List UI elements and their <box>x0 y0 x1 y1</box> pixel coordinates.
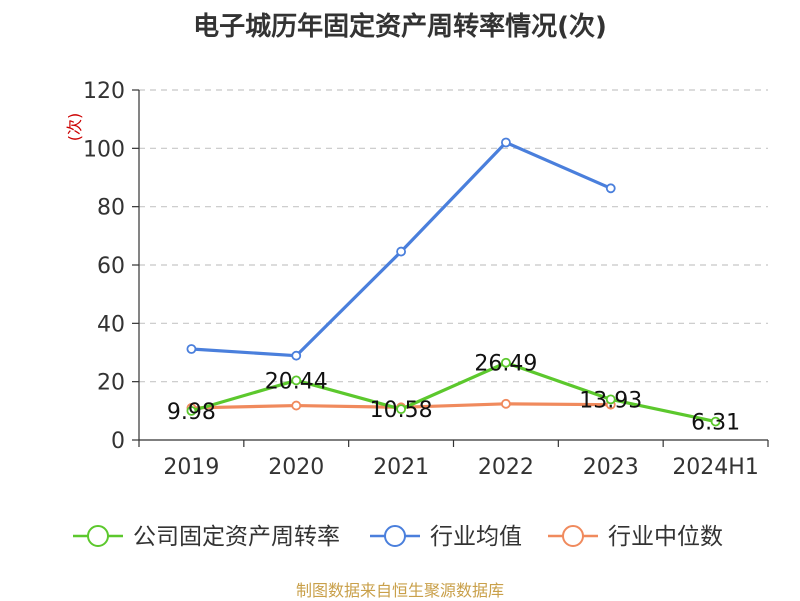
y-tick-label: 40 <box>97 312 125 337</box>
series-0 <box>186 357 721 427</box>
data-point <box>501 398 511 409</box>
source-note: 制图数据来自恒生聚源数据库 <box>295 581 504 600</box>
x-tick-label: 2020 <box>268 455 324 480</box>
legend: 公司固定资产周转率 行业均值 行业中位数 <box>73 524 723 550</box>
chart-title: 电子城历年固定资产周转率情况(次) <box>193 12 607 42</box>
data-point <box>605 183 616 194</box>
y-tick-label: 60 <box>97 254 125 279</box>
x-tick-label: 2022 <box>478 455 534 480</box>
data-point <box>501 357 511 368</box>
legend-item: 公司固定资产周转率 <box>73 524 340 550</box>
legend-marker <box>562 525 584 547</box>
data-label: 9.98 <box>167 400 216 425</box>
data-label: 26.49 <box>474 352 537 377</box>
y-tick-label: 20 <box>97 371 125 396</box>
series-1 <box>186 137 616 361</box>
data-point <box>396 404 406 415</box>
data-label: 10.58 <box>370 398 433 423</box>
legend-item: 行业中位数 <box>548 524 723 550</box>
series-line <box>190 361 716 424</box>
data-labels: 9.98 20.44 10.58 26.49 13.93 6.31 <box>167 352 740 436</box>
x-tick-label: 2019 <box>163 455 219 480</box>
legend-marker <box>384 525 406 547</box>
legend-item: 行业均值 <box>370 524 522 550</box>
data-point <box>186 405 197 416</box>
legend-marker <box>87 525 109 547</box>
y-tick-label: 100 <box>83 137 125 162</box>
legend-label: 行业均值 <box>430 524 522 550</box>
series-lines <box>186 137 721 427</box>
x-tick-label: 2023 <box>583 455 639 480</box>
x-tick-label: 2024H1 <box>672 455 759 480</box>
data-label: 13.93 <box>579 388 642 413</box>
y-tick-label: 80 <box>97 196 125 221</box>
data-label: 6.31 <box>691 411 740 436</box>
data-point <box>291 350 302 361</box>
legend-label: 行业中位数 <box>608 524 723 550</box>
data-point <box>501 137 511 148</box>
data-point <box>291 400 302 411</box>
x-tick-label: 2021 <box>373 455 429 480</box>
data-point <box>605 394 616 405</box>
data-point <box>396 246 406 257</box>
data-point <box>710 416 721 427</box>
y-tick-label: 120 <box>83 79 125 104</box>
y-axis-unit-label: (次) <box>65 113 84 142</box>
axes: 0 20 40 60 80 100 120 2019 2020 2021 2022 2023 2024H… <box>83 79 769 480</box>
grid-lines <box>139 89 768 383</box>
data-point <box>186 344 197 354</box>
y-tick-label: 0 <box>111 429 125 454</box>
legend-label: 公司固定资产周转率 <box>133 524 340 550</box>
data-label: 20.44 <box>265 369 328 394</box>
data-point <box>291 375 302 386</box>
